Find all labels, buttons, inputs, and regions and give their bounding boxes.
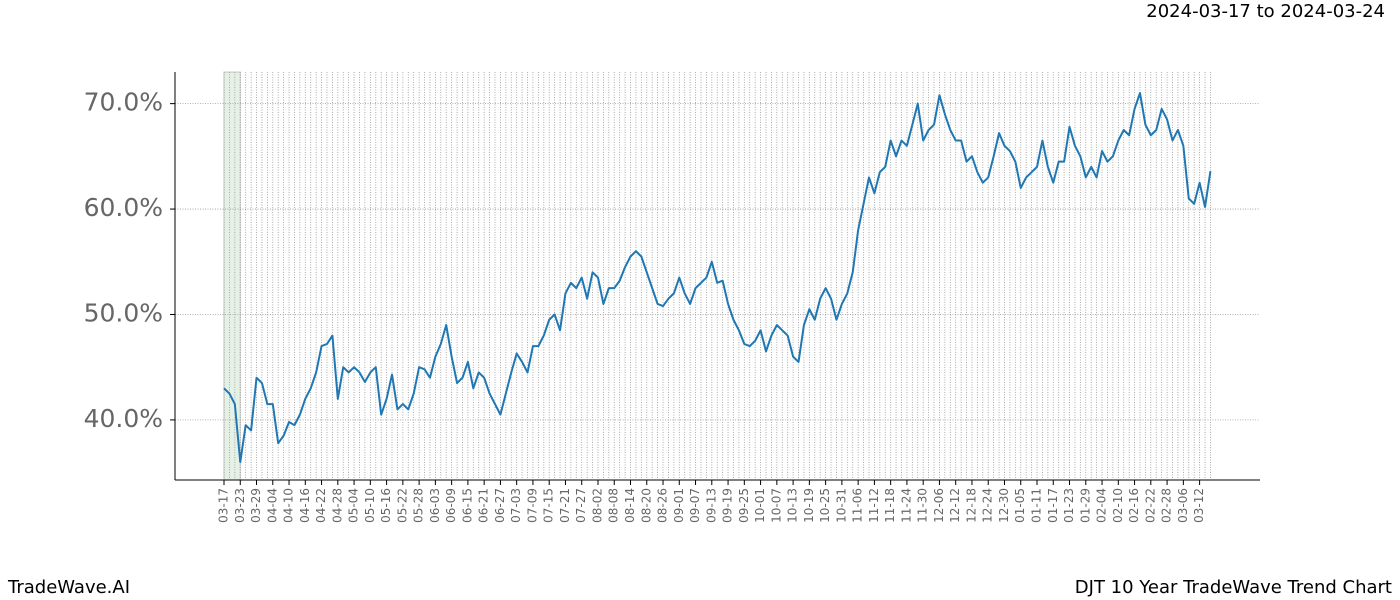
x-tick-label: 08-20: [639, 488, 653, 523]
highlight-band: [223, 71, 241, 481]
x-tick-label: 06-21: [477, 488, 491, 523]
x-tick-label: 02-16: [1127, 488, 1141, 523]
trend-line: [223, 92, 1212, 464]
x-tick-label: 10-19: [802, 488, 816, 523]
x-tick-label: 07-15: [542, 488, 556, 523]
x-tick-label: 04-28: [330, 488, 344, 523]
x-tick-label: 10-01: [753, 488, 767, 523]
x-tick-label: 03-12: [1192, 488, 1206, 523]
x-tick-label: 02-10: [1111, 488, 1125, 523]
x-tick-label: 12-30: [997, 488, 1011, 523]
x-tick-label: 08-02: [590, 488, 604, 523]
x-tick-label: 12-24: [981, 488, 995, 523]
x-tick-label: 07-09: [525, 488, 539, 523]
x-tick-label: 06-15: [460, 488, 474, 523]
x-tick-label: 05-10: [363, 488, 377, 523]
x-tick-label: 04-04: [265, 488, 279, 523]
x-tick-label: 01-29: [1078, 488, 1092, 523]
x-tick-label: 07-27: [574, 488, 588, 523]
x-tick-label: 11-30: [916, 488, 930, 523]
x-tick-label: 03-29: [249, 488, 263, 523]
x-tick-label: 01-11: [1030, 488, 1044, 523]
x-tick-label: 08-26: [656, 488, 670, 523]
x-tick-label: 07-21: [558, 488, 572, 523]
x-tick-label: 11-12: [867, 488, 881, 523]
x-tick-label: 06-27: [493, 488, 507, 523]
x-tick-label: 08-14: [623, 488, 637, 523]
x-tick-label: 09-01: [672, 488, 686, 523]
x-tick-label: 10-25: [818, 488, 832, 523]
x-tick-label: 05-04: [347, 488, 361, 523]
x-tick-label: 04-16: [298, 488, 312, 523]
x-tick-label: 06-09: [444, 488, 458, 523]
x-tick-label: 09-07: [688, 488, 702, 523]
x-tick-label: 10-31: [834, 488, 848, 523]
x-tick-label: 09-19: [721, 488, 735, 523]
y-tick-label: 40.0%: [84, 404, 163, 433]
x-tick-label: 11-24: [899, 488, 913, 523]
x-tick-label: 07-03: [509, 488, 523, 523]
x-tick-label: 09-13: [704, 488, 718, 523]
y-tick-label: 70.0%: [84, 88, 163, 117]
x-tick-label: 06-03: [428, 488, 442, 523]
x-tick-label: 12-12: [948, 488, 962, 523]
x-tick-label: 10-13: [786, 488, 800, 523]
x-tick-label: 01-05: [1013, 488, 1027, 523]
x-tick-label: 04-10: [282, 488, 296, 523]
x-tick-label: 11-06: [851, 488, 865, 523]
x-tick-label: 08-08: [607, 488, 621, 523]
x-tick-label: 12-06: [932, 488, 946, 523]
x-tick-label: 05-22: [395, 488, 409, 523]
y-tick-label: 60.0%: [84, 193, 163, 222]
brand: TradeWave.AI: [7, 577, 130, 598]
x-tick-label: 05-28: [412, 488, 426, 523]
x-tick-label: 04-22: [314, 488, 328, 523]
x-tick-label: 10-07: [769, 488, 783, 523]
x-tick-label: 02-28: [1160, 488, 1174, 523]
x-tick-label: 02-22: [1143, 488, 1157, 523]
x-tick-label: 11-18: [883, 488, 897, 523]
x-tick-label: 03-23: [233, 488, 247, 523]
x-tick-label: 01-23: [1062, 488, 1076, 523]
y-tick-label: 50.0%: [84, 298, 163, 327]
x-tick-label: 09-25: [737, 488, 751, 523]
date-range: 2024-03-17 to 2024-03-24: [1146, 1, 1385, 22]
x-tick-label: 02-04: [1095, 488, 1109, 523]
chart-title: DJT 10 Year TradeWave Trend Chart: [1075, 577, 1392, 598]
x-tick-label: 01-17: [1046, 488, 1060, 523]
x-tick-label: 05-16: [379, 488, 393, 523]
x-tick-label: 03-06: [1176, 488, 1190, 523]
x-tick-label: 03-17: [217, 488, 231, 523]
x-tick-label: 12-18: [964, 488, 978, 523]
